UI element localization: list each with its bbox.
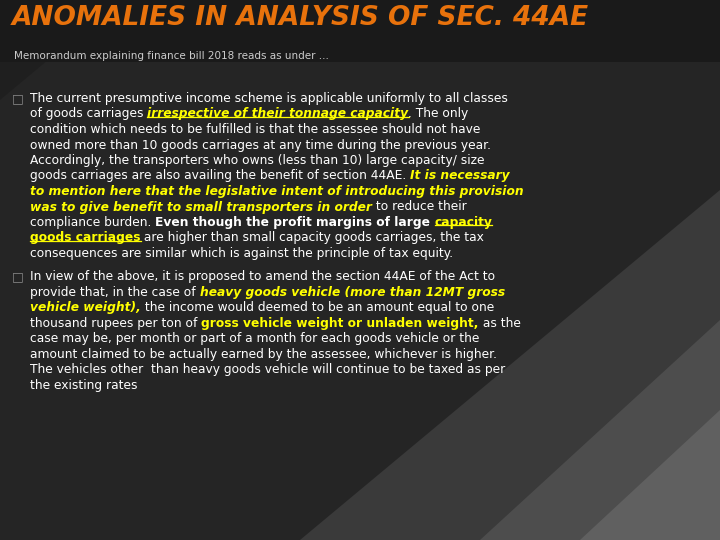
FancyBboxPatch shape [0, 0, 720, 62]
Text: thousand rupees per ton of: thousand rupees per ton of [30, 317, 202, 330]
Polygon shape [300, 190, 720, 540]
Text: Accordingly, the transporters who owns (less than 10) large capacity/ size: Accordingly, the transporters who owns (… [30, 154, 485, 167]
Text: The vehicles other  than heavy goods vehicle will continue to be taxed as per: The vehicles other than heavy goods vehi… [30, 363, 505, 376]
Text: was to give benefit to small transporters in order: was to give benefit to small transporter… [30, 200, 372, 213]
Text: capacity: capacity [434, 216, 492, 229]
Text: gross vehicle weight or unladen weight,: gross vehicle weight or unladen weight, [202, 317, 479, 330]
Text: irrespective of their tonnage capacity: irrespective of their tonnage capacity [148, 107, 408, 120]
Text: as the: as the [479, 317, 521, 330]
Text: are higher than small capacity goods carriages, the tax: are higher than small capacity goods car… [140, 232, 485, 245]
Text: goods carriages are also availing the benefit of section 44AE.: goods carriages are also availing the be… [30, 170, 410, 183]
Text: amount claimed to be actually earned by the assessee, whichever is higher.: amount claimed to be actually earned by … [30, 348, 497, 361]
Text: case may be, per month or part of a month for each goods vehicle or the: case may be, per month or part of a mont… [30, 332, 480, 345]
Text: provide that, in the case of: provide that, in the case of [30, 286, 199, 299]
Text: condition which needs to be fulfilled is that the assessee should not have: condition which needs to be fulfilled is… [30, 123, 480, 136]
Text: The current presumptive income scheme is applicable uniformly to all classes: The current presumptive income scheme is… [30, 92, 508, 105]
Text: ANOMALIES IN ANALYSIS OF SEC. 44AE: ANOMALIES IN ANALYSIS OF SEC. 44AE [12, 5, 589, 31]
Text: Even though the profit margins of large: Even though the profit margins of large [156, 216, 434, 229]
Text: owned more than 10 goods carriages at any time during the previous year.: owned more than 10 goods carriages at an… [30, 138, 491, 152]
Polygon shape [0, 0, 120, 100]
Text: the income would deemed to be an amount equal to one: the income would deemed to be an amount … [140, 301, 494, 314]
Text: Memorandum explaining finance bill 2018 reads as under ...: Memorandum explaining finance bill 2018 … [14, 51, 329, 61]
Text: heavy goods vehicle (more than 12MT gross: heavy goods vehicle (more than 12MT gros… [199, 286, 505, 299]
Text: vehicle weight),: vehicle weight), [30, 301, 140, 314]
Polygon shape [580, 410, 720, 540]
Text: to reduce their: to reduce their [372, 200, 467, 213]
Text: to mention here that the legislative intent of introducing this provision: to mention here that the legislative int… [30, 185, 523, 198]
Text: consequences are similar which is against the principle of tax equity.: consequences are similar which is agains… [30, 247, 453, 260]
Text: of goods carriages: of goods carriages [30, 107, 148, 120]
Text: In view of the above, it is proposed to amend the section 44AE of the Act to: In view of the above, it is proposed to … [30, 270, 495, 284]
Text: □: □ [12, 92, 24, 105]
Polygon shape [480, 320, 720, 540]
Text: goods carriages: goods carriages [30, 232, 140, 245]
Text: compliance burden.: compliance burden. [30, 216, 156, 229]
Text: □: □ [12, 270, 24, 284]
Text: . The only: . The only [408, 107, 469, 120]
Text: the existing rates: the existing rates [30, 379, 138, 392]
Text: It is necessary: It is necessary [410, 170, 510, 183]
